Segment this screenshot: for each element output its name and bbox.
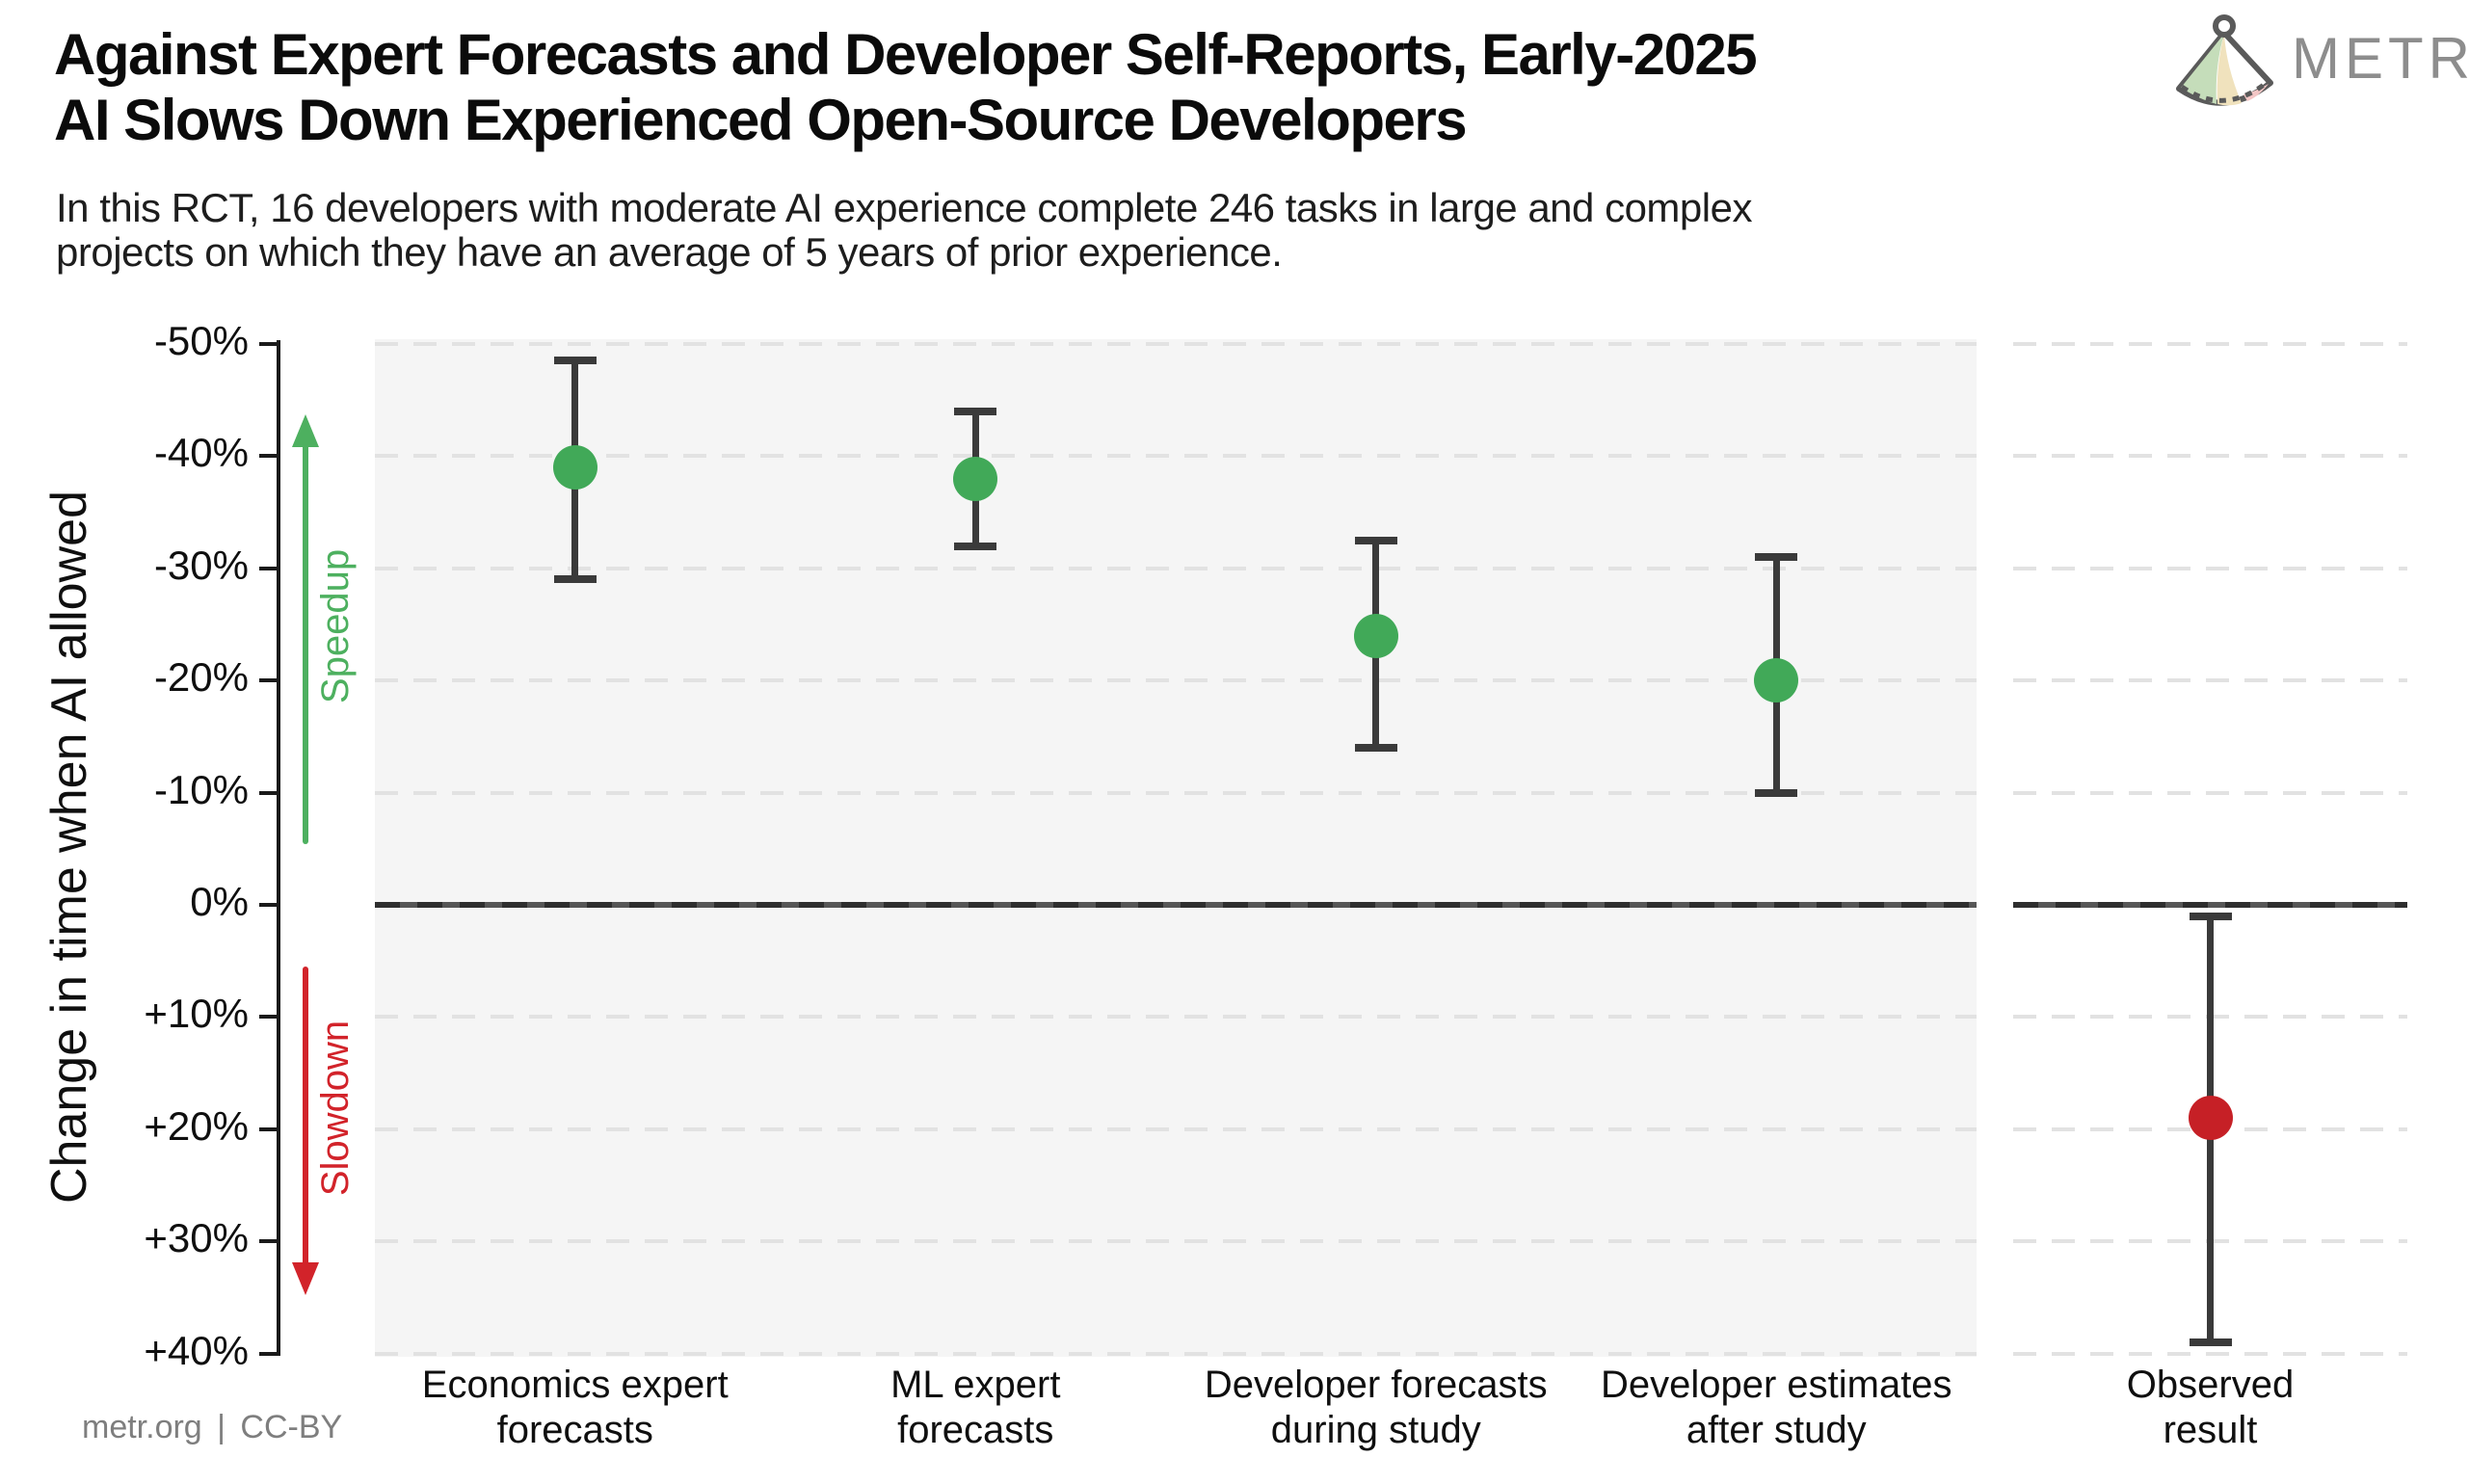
gridline [2013,454,2407,459]
zero-reference-line [2013,902,2407,908]
y-axis-tick [259,454,278,459]
gridline [375,1239,1977,1244]
x-axis-label-line: result [2163,1409,2258,1451]
gridline [375,1015,1977,1020]
y-axis-tick-label: -50% [153,318,249,363]
y-axis-tick-label: -20% [153,654,249,701]
error-bar-cap-bottom [1354,744,1397,753]
credit-line: metr.org | CC-BY [82,1409,343,1445]
y-axis-tick [259,1015,278,1020]
x-axis-label: ML expert forecasts [725,1363,1226,1453]
gridline [375,1126,1977,1131]
y-axis-tick-label: -40% [153,430,249,476]
subtitle-line2: projects on which they have an average o… [56,229,1283,275]
y-axis-tick-label: 0% [190,879,249,924]
y-axis-tick [259,790,278,795]
y-axis-tick [259,342,278,346]
metr-logo-text: METR [2292,26,2469,91]
x-axis-label-line: Developer forecasts [1204,1364,1548,1406]
subtitle-line1: In this RCT, 16 developers with moderate… [56,185,1752,230]
gridline [375,454,1977,459]
error-bar-cap-top [1755,553,1798,562]
y-axis-tick-label: -10% [153,766,249,812]
gridline [375,678,1977,683]
page-title-line2: AI Slows Down Experienced Open-Source De… [54,88,1468,152]
x-axis-label: Economics expert forecasts [325,1363,826,1453]
slowdown-arrow-shaft [303,967,308,1267]
x-axis-label-line: forecasts [496,1409,653,1451]
y-axis-tick-label: +30% [144,1215,249,1261]
x-axis-label-line: Developer estimates [1600,1364,1952,1406]
data-point-observed-result [2188,1096,2233,1141]
x-axis-label-line: Observed [2126,1364,2295,1406]
data-point-developer-estimates-after-study [1754,658,1799,703]
metr-logo-icon [2176,14,2273,106]
x-axis-label: Observed result [1960,1363,2461,1453]
x-axis-label: Developer forecasts during study [1126,1363,1627,1453]
page-title-line1: Against Expert Forecasts and Developer S… [54,22,1758,87]
slowdown-label: Slowdown [313,1020,357,1197]
y-axis-tick [259,903,278,907]
y-axis-tick-label: +40% [144,1327,249,1373]
error-bar-cap-bottom [553,575,597,584]
gridline [375,1351,1977,1356]
x-axis-label: Developer estimates after study [1526,1363,2027,1453]
zero-reference-line [375,902,1977,908]
error-bar-cap-bottom [2189,1338,2232,1346]
error-bar-cap-top [553,357,597,365]
y-axis-tick-label: +10% [144,991,249,1037]
plot-panel-observed [2013,339,2407,1357]
speedup-arrow-shaft [303,441,308,844]
gridline [2013,342,2407,346]
y-axis-tick-label: -30% [153,542,249,588]
gridline [375,566,1977,570]
gridline [2013,566,2407,570]
x-axis-label-line: Economics expert [421,1364,729,1406]
data-point-economics-expert-forecasts [552,445,597,490]
x-axis-label-line: during study [1270,1409,1481,1451]
error-bar-cap-top [954,407,997,415]
y-axis-tick [259,678,278,683]
data-point-developer-forecasts-during-study [1353,613,1398,658]
slowdown-arrow-icon [292,1262,319,1295]
error-bar-cap-top [1354,536,1397,544]
x-axis-label-line: ML expert [890,1364,1061,1406]
x-axis-label-line: after study [1686,1409,1867,1451]
y-axis-line [277,340,280,1356]
y-axis-tick [259,566,278,570]
error-bar-cap-bottom [1755,788,1798,797]
gridline [2013,790,2407,795]
error-bar-cap-top [2189,912,2232,920]
y-axis-tick-label: +20% [144,1102,249,1149]
y-axis-tick [259,1239,278,1244]
data-point-ml-expert-forecasts [953,456,998,501]
gridline [375,790,1977,795]
x-axis-label-line: forecasts [897,1409,1054,1451]
gridline [2013,1351,2407,1356]
speedup-label: Speedup [313,548,357,704]
y-axis-tick [259,1126,278,1131]
gridline [2013,678,2407,683]
error-bar-cap-bottom [954,542,997,550]
y-axis-tick [259,1351,278,1356]
plot-panel-forecasts [375,339,1977,1357]
gridline [375,342,1977,346]
